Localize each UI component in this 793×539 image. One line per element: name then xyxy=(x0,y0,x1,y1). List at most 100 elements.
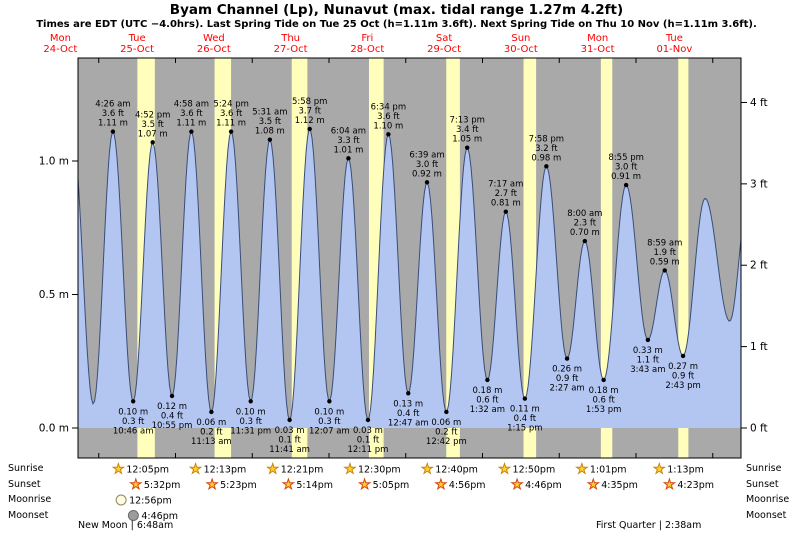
sunset-star-icon xyxy=(510,477,524,491)
y-axis-label-left: 1.0 m xyxy=(39,156,69,168)
sunrise-row-label-right: Sunrise xyxy=(746,463,782,474)
tide-extreme-dot xyxy=(150,140,155,145)
tide-extreme-dot xyxy=(386,132,391,137)
sunrise-star-icon xyxy=(575,461,589,475)
low-tide-annotation: 0.27 m 0.9 ft 2:43 pm xyxy=(665,362,700,391)
low-tide-annotation: 0.13 m 0.4 ft 12:47 am xyxy=(388,399,429,428)
high-tide-annotation: 7:58 pm 3.2 ft 0.98 m xyxy=(529,134,564,163)
sunset-row-label-left: Sunset xyxy=(8,478,41,490)
tide-extreme-dot xyxy=(169,393,175,399)
sunrise-star-icon xyxy=(652,461,667,475)
low-tide-annotation: 0.10 m 0.3 ft 10:46 am xyxy=(113,407,154,436)
tide-extreme-dot xyxy=(424,180,430,185)
tide-extreme-dot xyxy=(365,417,371,423)
tide-extreme-dot xyxy=(346,156,351,161)
tide-extreme-dot xyxy=(564,356,570,361)
sunset-time: 4:23pm xyxy=(677,480,714,491)
sunset-time: 4:35pm xyxy=(601,480,638,491)
sunset-star-icon xyxy=(129,477,143,491)
day-label: Thu 27-Oct xyxy=(274,33,308,55)
moonrise-icon xyxy=(115,494,127,506)
tide-extreme-dot xyxy=(130,399,136,404)
low-tide-annotation: 0.03 m 0.1 ft 11:41 am xyxy=(269,426,310,455)
y-axis-label-left: 0.5 m xyxy=(39,289,69,301)
low-tide-annotation: 0.18 m 0.6 ft 1:32 am xyxy=(470,386,505,415)
moonset-row-label-left: Moonset xyxy=(8,509,49,521)
high-tide-annotation: 6:34 pm 3.6 ft 1.10 m xyxy=(371,102,406,131)
day-label: Tue 01-Nov xyxy=(656,33,692,55)
tide-curve xyxy=(77,129,742,422)
tide-extreme-dot xyxy=(503,209,508,214)
moonrise-row-label-left: Moonrise xyxy=(8,494,52,505)
tide-extreme-dot xyxy=(544,164,549,169)
day-label: Sat 29-Oct xyxy=(427,33,461,55)
y-axis-label-right: 4 ft xyxy=(750,97,768,109)
tide-extreme-dot xyxy=(645,337,651,343)
sunset-time: 4:56pm xyxy=(449,480,486,491)
tide-extreme-dot xyxy=(444,409,449,415)
tide-extreme-dot xyxy=(601,377,606,383)
tide-extreme-dot xyxy=(465,145,470,150)
high-tide-annotation: 8:55 pm 3.0 ft 0.91 m xyxy=(608,153,643,182)
sunset-row-label-right: Sunset xyxy=(746,478,779,490)
sunrise-time: 12:21pm xyxy=(281,465,324,476)
tide-extreme-dot xyxy=(287,417,292,423)
tide-extreme-dot xyxy=(623,182,629,188)
sunrise-time: 12:05pm xyxy=(126,465,169,476)
tide-extreme-dot xyxy=(228,129,234,134)
daylight-band xyxy=(678,58,689,458)
day-label: Sun 30-Oct xyxy=(504,33,538,55)
day-label: Fri 28-Oct xyxy=(350,33,384,55)
sunset-time: 5:14pm xyxy=(296,480,333,491)
moonrise-row-label-right: Moonrise xyxy=(746,494,790,505)
sunrise-star-icon xyxy=(420,461,435,475)
tide-extreme-dot xyxy=(662,268,667,273)
sunset-star-icon xyxy=(281,477,296,491)
day-label: Wed 26-Oct xyxy=(197,33,231,55)
tide-area xyxy=(78,129,741,429)
low-tide-annotation: 0.18 m 0.6 ft 1:53 pm xyxy=(586,386,621,415)
low-tide-annotation: 0.10 m 0.3 ft 11:31 pm xyxy=(230,407,271,436)
low-tide-annotation: 0.10 m 0.3 ft 12:07 am xyxy=(309,407,350,436)
high-tide-annotation: 4:58 am 3.6 ft 1.11 m xyxy=(174,100,209,129)
high-tide-annotation: 5:58 pm 3.7 ft 1.12 m xyxy=(292,97,327,126)
sunrise-time: 12:30pm xyxy=(358,465,401,476)
low-tide-annotation: 0.06 m 0.2 ft 12:42 pm xyxy=(426,418,467,447)
tide-extreme-dot xyxy=(485,377,490,383)
low-tide-annotation: 0.33 m 1.1 ft 3:43 am xyxy=(630,346,665,375)
page-title: Byam Channel (Lp), Nunavut (max. tidal r… xyxy=(169,2,624,18)
y-axis-label-left: 0.0 m xyxy=(39,423,69,435)
y-axis-label-right: 0 ft xyxy=(750,423,768,435)
moonrise-time: 12:56pm xyxy=(129,496,172,507)
tide-extreme-dot xyxy=(248,399,253,404)
sunset-star-icon xyxy=(357,477,372,491)
high-tide-annotation: 8:00 am 2.3 ft 0.70 m xyxy=(567,209,602,238)
sunrise-time: 12:13pm xyxy=(204,465,247,476)
first-quarter-label: First Quarter | 2:38am xyxy=(596,520,702,531)
high-tide-annotation: 4:52 pm 3.5 ft 1.07 m xyxy=(135,110,170,139)
sunrise-star-icon xyxy=(188,461,203,475)
low-tide-annotation: 0.06 m 0.2 ft 11:13 am xyxy=(191,418,232,447)
high-tide-annotation: 7:13 pm 3.4 ft 1.05 m xyxy=(449,116,484,145)
tide-extreme-dot xyxy=(327,399,332,404)
high-tide-annotation: 8:59 am 1.9 ft 0.59 m xyxy=(647,238,682,267)
tide-extreme-dot xyxy=(406,391,411,396)
tide-extreme-dot xyxy=(307,126,312,132)
tide-extreme-dot xyxy=(110,129,116,134)
new-moon-label: New Moon | 6:48am xyxy=(78,520,174,531)
sunrise-star-icon xyxy=(265,461,280,475)
tide-extreme-dot xyxy=(209,409,214,415)
sunset-star-icon xyxy=(434,477,448,491)
day-label: Mon 31-Oct xyxy=(581,33,615,55)
sunset-time: 5:32pm xyxy=(144,480,181,491)
sunset-time: 4:46pm xyxy=(525,480,562,491)
y-axis-label-right: 3 ft xyxy=(750,178,768,190)
sunrise-time: 12:50pm xyxy=(513,465,556,476)
high-tide-annotation: 5:31 am 3.5 ft 1.08 m xyxy=(252,108,287,137)
sunrise-star-icon xyxy=(111,461,126,475)
high-tide-annotation: 6:39 am 3.0 ft 0.92 m xyxy=(409,150,444,179)
plot-border xyxy=(77,57,742,459)
sunset-star-icon xyxy=(662,477,677,491)
sunset-time: 5:05pm xyxy=(373,480,410,491)
